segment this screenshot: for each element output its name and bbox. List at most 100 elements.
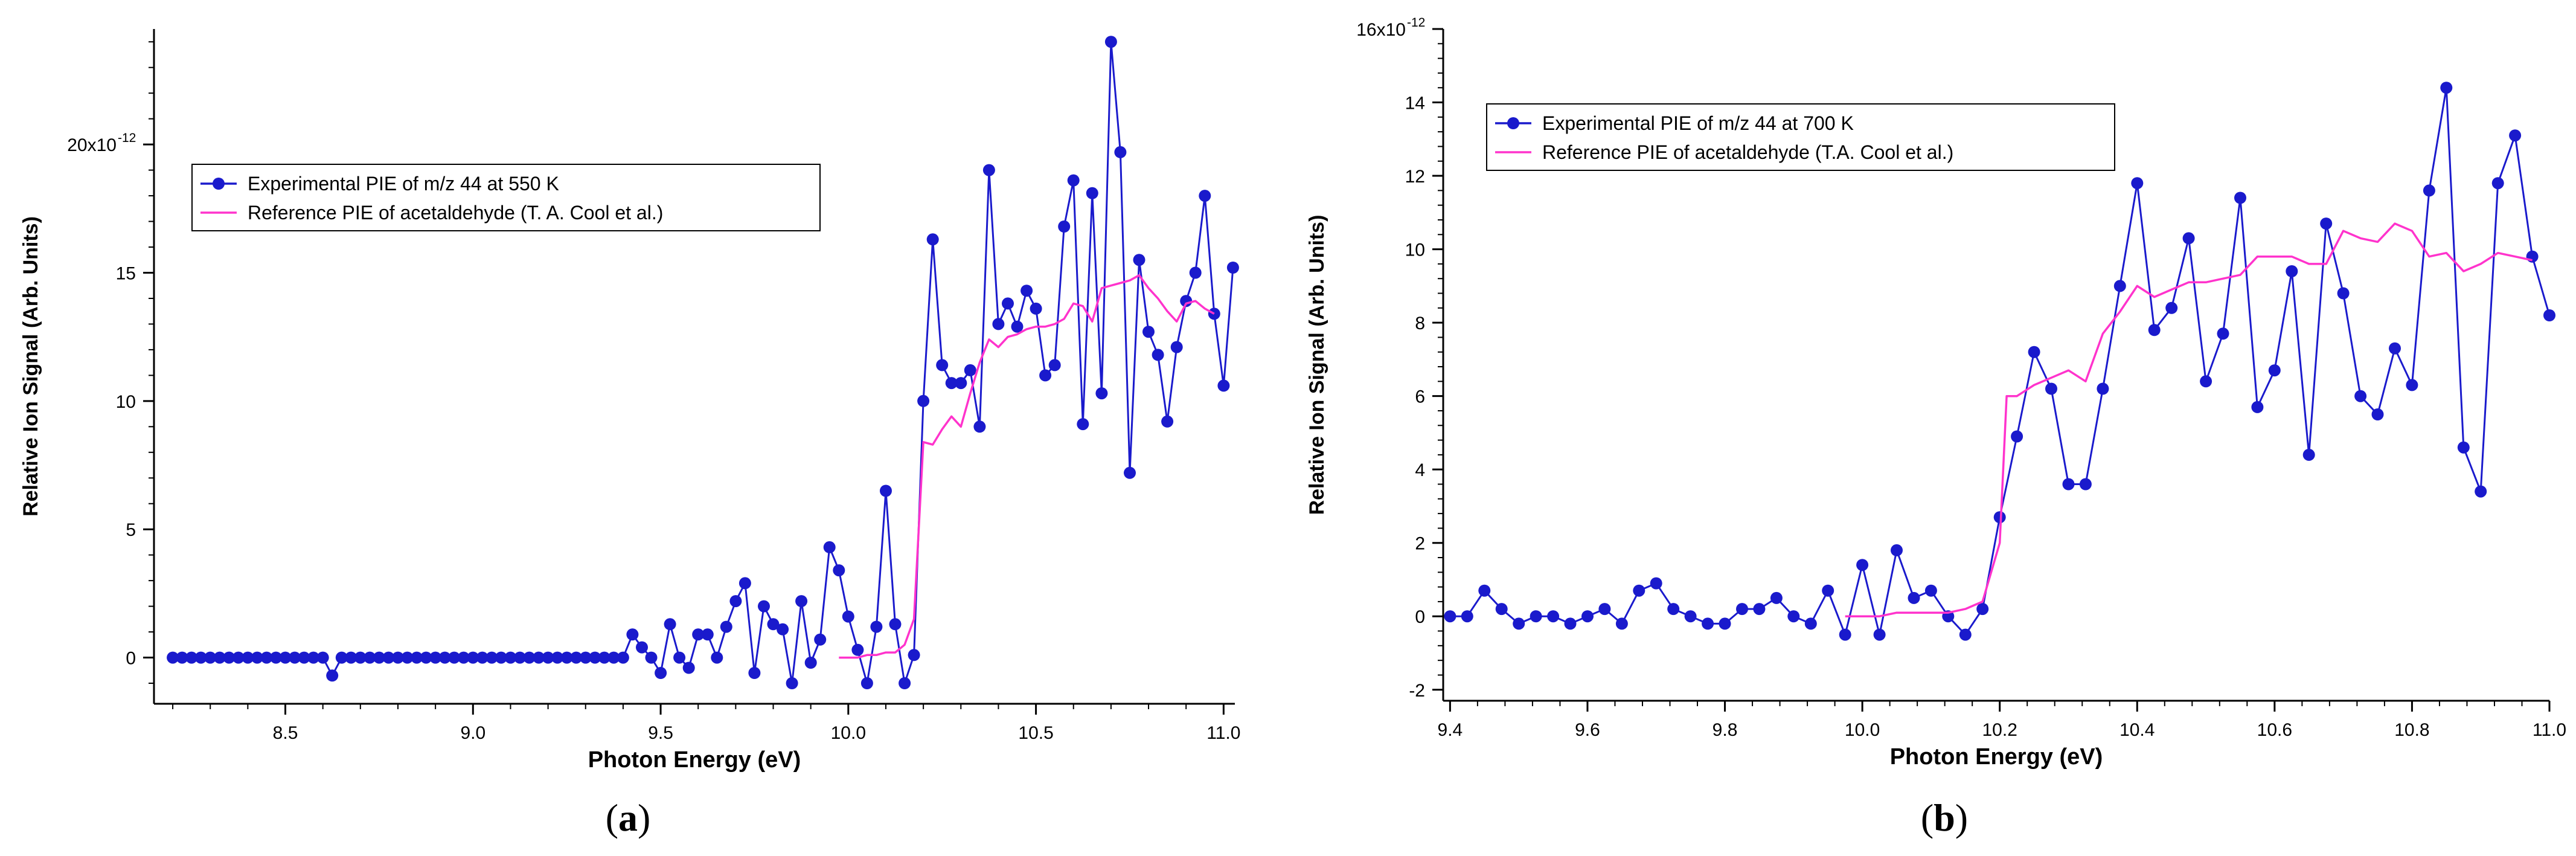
x-tick-label: 10.6	[2257, 720, 2292, 740]
x-tick-label: 10.8	[2394, 720, 2429, 740]
data-point	[457, 651, 470, 664]
data-point	[899, 677, 911, 689]
data-point	[1736, 603, 1748, 616]
data-point	[1581, 610, 1594, 623]
x-tick-label: 10.5	[1018, 723, 1053, 743]
series-line-reference	[839, 274, 1215, 659]
data-point	[176, 651, 188, 664]
data-point	[692, 628, 705, 641]
data-point	[1461, 610, 1473, 623]
y-tick-label: 0	[126, 649, 136, 669]
data-point	[1993, 511, 2006, 524]
x-tick-label: 11.0	[1206, 723, 1240, 743]
data-point	[279, 651, 292, 664]
data-point	[795, 595, 808, 608]
data-point	[758, 600, 770, 613]
data-point	[1650, 577, 1662, 590]
legend-entry-label: Reference PIE of acetaldehyde (T.A. Cool…	[1542, 141, 1953, 163]
data-point	[364, 651, 376, 664]
data-point	[2475, 485, 2487, 498]
data-point	[1702, 617, 1714, 630]
data-point	[1444, 610, 1456, 623]
data-point	[823, 541, 836, 553]
data-point	[1908, 591, 1920, 604]
y-exponent-label: -12	[1407, 16, 1425, 30]
data-point	[2062, 478, 2075, 491]
data-point	[2302, 448, 2315, 461]
x-axis-label: Photon Energy (eV)	[1890, 744, 2103, 770]
data-point	[289, 651, 301, 664]
data-point	[701, 628, 714, 641]
x-tick-label: 10.4	[2119, 720, 2155, 740]
data-point	[1048, 359, 1061, 372]
data-point	[1598, 603, 1611, 616]
data-point	[2509, 129, 2522, 142]
data-point	[2286, 265, 2298, 277]
data-point	[851, 643, 864, 656]
panel-label-close: )	[1955, 796, 1968, 839]
data-point	[1873, 628, 1886, 641]
data-point	[945, 377, 958, 390]
data-point	[354, 651, 367, 664]
data-point	[2011, 430, 2023, 443]
chart-panel-a: 8.5 9.0 9.5 10.0 10.5 11.0 0 5 10 15 20x10 -12 Photo…	[19, 29, 1240, 839]
data-point	[2440, 82, 2453, 94]
data-point	[1787, 610, 1800, 623]
legend-entry-label: Experimental PIE of m/z 44 at 700 K	[1542, 112, 1854, 134]
data-point	[1770, 591, 1783, 604]
data-point	[2028, 346, 2040, 358]
data-point	[429, 651, 442, 664]
panel-label-close: )	[638, 796, 650, 839]
data-point	[392, 651, 404, 664]
chart-panel-b: 9.4 9.6 9.8 10.0 10.2 10.4 10.6 10.8 11.0 -2 0 2 4 6 8…	[1306, 16, 2566, 839]
data-point	[655, 667, 667, 679]
data-point	[167, 651, 179, 664]
data-point	[720, 620, 732, 633]
y-tick-label: -2	[1409, 681, 1425, 701]
data-point	[242, 651, 254, 664]
legend-swatch-marker	[1507, 117, 1519, 129]
data-point	[842, 610, 854, 623]
data-point	[1547, 610, 1560, 623]
data-point	[1633, 584, 1645, 597]
x-tick-label: 9.0	[460, 723, 485, 743]
data-point	[345, 651, 357, 664]
data-point	[711, 651, 723, 664]
legend-entry-label: Reference PIE of acetaldehyde (T. A. Coo…	[248, 202, 663, 224]
x-tick-label: 9.6	[1575, 720, 1600, 740]
data-point	[1114, 146, 1127, 158]
data-point	[560, 651, 573, 664]
data-point	[1530, 610, 1542, 623]
y-tick-label: 14	[1405, 94, 1425, 114]
data-point	[1226, 262, 1239, 274]
data-point	[804, 657, 817, 669]
y-tick-label: 5	[126, 520, 136, 540]
data-point	[2148, 324, 2161, 336]
data-point	[1856, 559, 1869, 571]
data-point	[2131, 177, 2144, 190]
y-tick-label: 2	[1415, 534, 1425, 554]
data-point	[955, 377, 967, 390]
data-point	[1067, 174, 1080, 187]
data-point	[917, 394, 930, 407]
data-point	[833, 564, 845, 577]
data-point	[485, 651, 498, 664]
data-point	[223, 651, 235, 664]
data-point	[748, 667, 761, 679]
data-point	[964, 364, 976, 376]
panel-label: (a)	[606, 796, 651, 839]
data-point	[204, 651, 217, 664]
data-point	[664, 618, 676, 631]
data-point	[194, 651, 207, 664]
series-line-experimental	[173, 40, 1234, 684]
data-point	[448, 651, 461, 664]
data-point	[411, 651, 423, 664]
data-point	[401, 651, 414, 664]
data-point	[185, 651, 198, 664]
data-point	[1564, 617, 1577, 630]
data-point	[1133, 254, 1145, 266]
data-point	[382, 651, 395, 664]
data-point	[298, 651, 310, 664]
data-point	[1615, 617, 1628, 630]
x-tick-label: 9.8	[1713, 720, 1738, 740]
